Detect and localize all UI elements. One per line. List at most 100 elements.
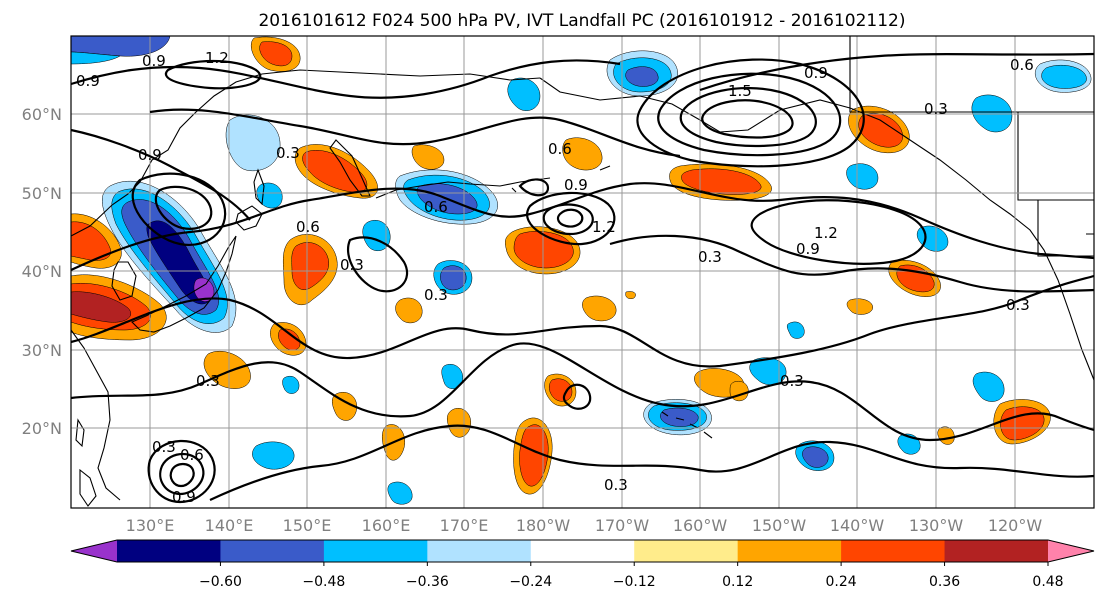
positive-anomaly-region	[259, 41, 293, 67]
sakhalin-coastline	[253, 168, 265, 206]
contour-label: 1.5	[728, 82, 752, 100]
positive-anomaly-region	[70, 221, 112, 261]
colorbar-segment	[117, 540, 221, 562]
pv-contour-0.3-tropical	[70, 342, 1095, 442]
positive-anomaly-region	[291, 242, 330, 290]
colorbar-tick-label: −0.12	[613, 574, 656, 590]
hawaii-islands	[661, 411, 713, 439]
positive-anomaly-region	[562, 137, 603, 171]
contour-label: 0.9	[804, 64, 828, 82]
pv-contour-tropical-low-ring-3	[169, 462, 195, 488]
pv-contour-small-loop-2	[518, 178, 550, 197]
pv-contour-0.6-mid	[70, 182, 1095, 271]
positive-anomaly-region	[519, 424, 549, 487]
negative-anomaly-region	[846, 163, 879, 190]
contour-label: 0.6	[424, 198, 448, 216]
colorbar-segment	[530, 540, 635, 562]
lon-label: 140°E	[205, 516, 254, 535]
china-coastline	[70, 329, 121, 501]
korea-coastline	[111, 261, 137, 301]
negative-anomaly-region	[70, 51, 121, 65]
colorbar-segment	[220, 540, 325, 562]
positive-anomaly-region	[1000, 406, 1045, 441]
positive-anomaly-region	[411, 144, 445, 170]
negative-anomaly-region	[625, 66, 659, 87]
contour-label: 0.9	[142, 52, 166, 70]
alaska-coastline	[539, 77, 1095, 381]
lat-label: 60°N	[22, 105, 62, 124]
japan-coastline	[131, 235, 237, 333]
contour-label: 0.9	[796, 240, 820, 258]
contour-label: 0.9	[138, 146, 162, 164]
lon-label: 150°W	[752, 516, 807, 535]
contour-label: 0.6	[548, 140, 572, 158]
colorbar-tick-label: −0.48	[302, 574, 345, 590]
lon-label: 180°W	[516, 516, 571, 535]
pv-contour-cutoff-ring-2	[542, 203, 594, 236]
negative-anomaly-region	[1041, 65, 1087, 89]
colorbar-segment	[427, 540, 532, 562]
pv-contour-cutoff-ring-3	[556, 208, 584, 228]
positive-anomaly-region	[625, 291, 636, 299]
contour-label: 1.2	[814, 224, 838, 242]
lon-label: 170°E	[440, 516, 489, 535]
colorbar-segment	[634, 540, 739, 562]
latitude-labels: 60°N 50°N 40°N 30°N 20°N	[22, 105, 62, 438]
negative-anomaly-region	[972, 371, 1005, 402]
contour-label: 0.3	[780, 372, 804, 390]
pv-contour-0.9-east-cell	[750, 199, 927, 265]
negative-anomaly-region	[282, 375, 300, 394]
lon-label: 130°E	[126, 516, 175, 535]
pv-contour-0.9-west	[70, 128, 251, 221]
contour-label: 0.3	[924, 100, 948, 118]
contour-label: 0.3	[276, 144, 300, 162]
lon-label: 140°W	[830, 516, 885, 535]
pv-contour-tropical-low-ring-2	[159, 452, 205, 496]
map-frame	[70, 35, 1095, 509]
colorbar-segment	[737, 540, 842, 562]
pv-contour-gulf-ring-3	[679, 86, 817, 148]
contour-label: 0.3	[1006, 296, 1030, 314]
contour-label: 0.6	[1010, 56, 1034, 74]
negative-anomaly-region	[786, 321, 805, 339]
pv-contour-gulf-ring-4	[701, 99, 794, 139]
negative-anomaly-region	[802, 446, 829, 468]
colorbar-segment	[323, 540, 428, 562]
colorbar-segment	[841, 540, 946, 562]
positive-anomaly-region	[332, 392, 358, 421]
figure-title: 2016101612 F024 500 hPa PV, IVT Landfall…	[258, 11, 905, 31]
contour-label: 0.9	[172, 488, 196, 506]
colorbar-segment	[944, 540, 1049, 562]
pv-contour-gulf-ring-1	[636, 58, 865, 168]
negative-anomaly-region	[146, 220, 210, 305]
negative-anomaly-region	[440, 265, 467, 291]
map-panel: 1.2 0.9 0.9 0.3 0.6 0.3 0.6 0.9 0.6 1.2 …	[70, 35, 1095, 509]
lat-label: 20°N	[22, 419, 62, 438]
colorbar-tick-label: −0.36	[406, 574, 449, 590]
pv-contour-0.6-north	[149, 108, 681, 158]
colorbar-tick-label: 0.36	[929, 574, 960, 590]
colorbar-tick-label: 0.24	[826, 574, 857, 590]
positive-anomaly-region	[395, 297, 423, 324]
pv-contour-tropical-low-ring-1	[147, 439, 216, 504]
pv-contour-0.3-japan-ring	[131, 172, 227, 247]
colorbar: −0.60 −0.48 −0.36 −0.24 −0.12 0.12 0.24 0.36 0.4…	[70, 539, 1095, 590]
pv-contour-small-loop-1	[562, 383, 592, 410]
negative-anomaly-region	[660, 407, 699, 427]
colorbar-tick-label: −0.60	[199, 574, 242, 590]
negative-anomaly-region	[441, 364, 464, 389]
contour-label: 1.2	[205, 49, 229, 67]
contour-label: 0.3	[604, 476, 628, 494]
contour-labels: 1.2 0.9 0.9 0.3 0.6 0.3 0.6 0.9 0.6 1.2 …	[76, 49, 1034, 506]
contour-label: 0.3	[698, 248, 722, 266]
colorbar-extend-max	[1048, 540, 1094, 562]
negative-anomaly-region	[225, 114, 281, 172]
lat-label: 50°N	[22, 184, 62, 203]
colorbar-ticks: −0.60 −0.48 −0.36 −0.24 −0.12 0.12 0.24 0.36 0.4…	[199, 562, 1064, 590]
lat-label: 30°N	[22, 341, 62, 360]
negative-anomaly-region	[507, 77, 541, 111]
negative-anomaly-region	[252, 441, 295, 470]
lon-label: 160°W	[673, 516, 728, 535]
lon-label: 170°W	[595, 516, 650, 535]
